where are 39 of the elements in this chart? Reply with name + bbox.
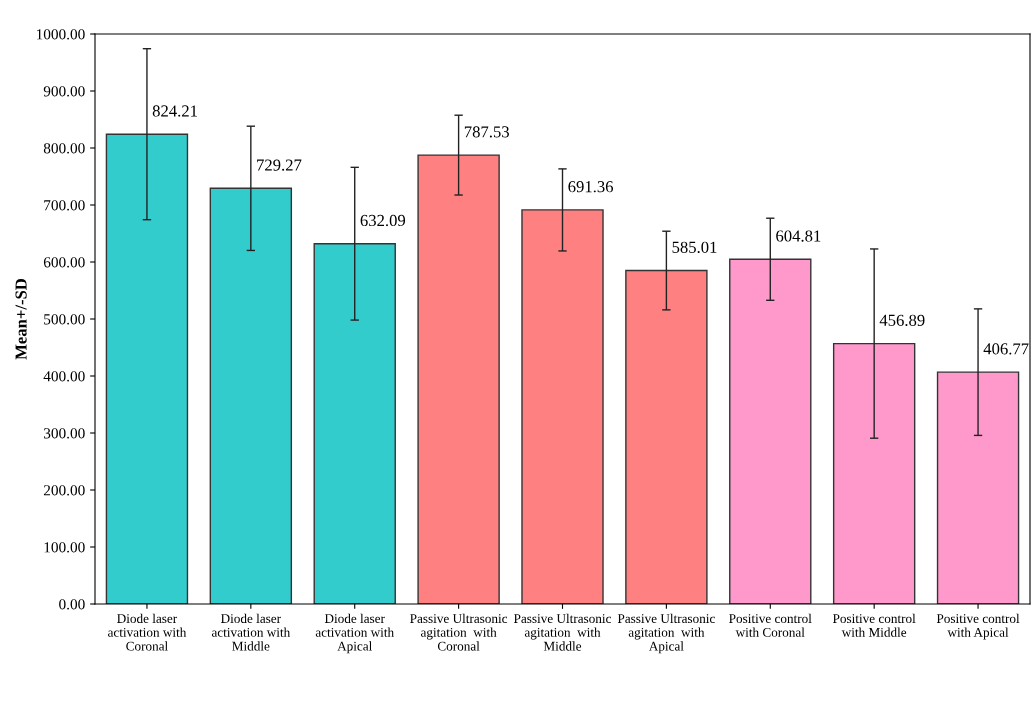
data-label: 632.09 [360,214,406,227]
y-tick-label: 400.00 [43,371,85,382]
data-label: 604.81 [776,230,821,242]
bar [625,269,708,604]
bar [105,133,189,604]
y-tick-label: 1000.00 [36,29,85,40]
y-axis-title: Mean+/-SD [15,278,27,360]
x-tick-label: Diode laser activation with Apical [315,613,394,654]
data-label: 824.21 [152,105,197,117]
bar [832,342,916,604]
y-tick-label: 0.00 [59,599,85,610]
data-label: 691.36 [568,181,614,193]
data-label: 456.89 [879,314,925,327]
x-tick-label: Diode laser activation with Coronal [108,613,187,651]
y-tick-label: 200.00 [43,485,85,496]
y-tick-label: 700.00 [44,200,85,211]
x-tick-label: Passive Ultrasonic agitation with Middle [513,613,612,651]
y-tick-label: 900.00 [43,86,85,97]
bar [313,243,396,604]
data-label: 729.27 [257,159,302,171]
x-tick-label: Positive control with Coronal [729,613,812,637]
bar [729,258,812,604]
x-tick-label: Passive Ultrasonic agitation with Coronal [410,613,508,651]
bar [209,187,293,604]
y-tick-label: 600.00 [43,257,85,268]
x-tick-label: Positive control with Middle [832,613,916,637]
data-label: 787.53 [464,126,509,138]
y-tick-label: 800.00 [43,143,85,154]
x-tick-label: Diode laser activation with Middle [211,613,291,651]
data-label: 585.01 [672,241,717,253]
bar [521,209,604,604]
y-tick-label: 500.00 [44,314,85,325]
bar [417,154,500,604]
y-tick-label: 300.00 [43,428,85,439]
y-tick-label: 100.00 [44,542,85,553]
data-label: 406.77 [983,343,1029,355]
x-tick-label: Passive Ultrasonic agitation with Apical [617,613,715,654]
bar [936,371,1020,604]
x-tick-label: Positive control with Apical [936,613,1020,640]
